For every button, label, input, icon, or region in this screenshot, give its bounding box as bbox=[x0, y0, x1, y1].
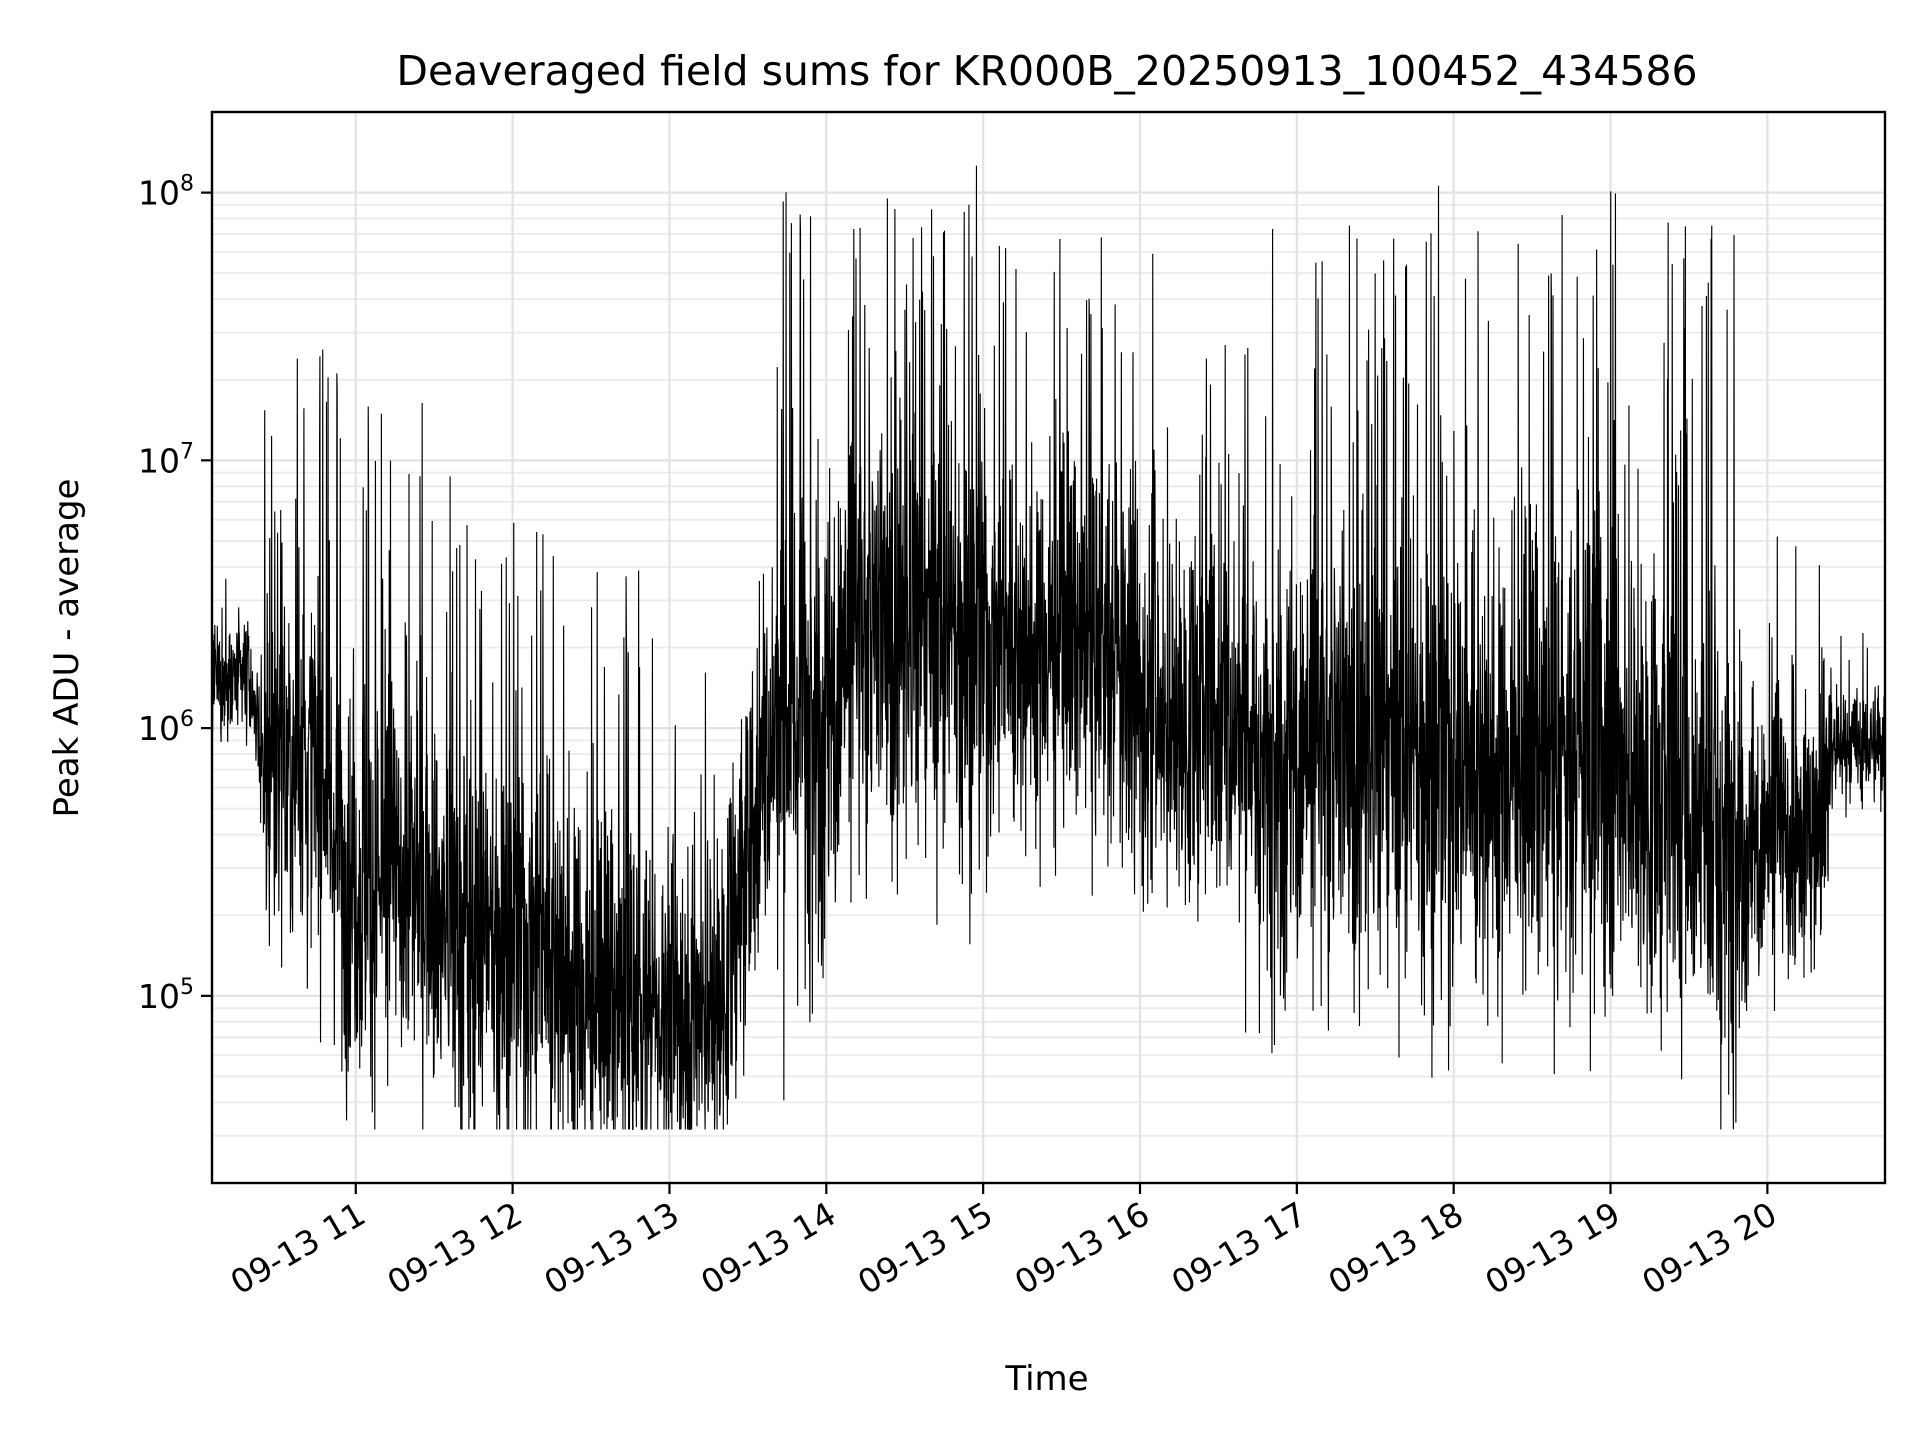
y-axis: 105 106 107 108 bbox=[138, 172, 212, 1016]
y-tick-label: 107 bbox=[138, 439, 194, 480]
x-tick-label: 09-13 20 bbox=[1635, 1194, 1783, 1302]
x-tick-label: 09-13 16 bbox=[1008, 1194, 1156, 1302]
x-tick-label: 09-13 12 bbox=[381, 1194, 529, 1302]
x-tick-label: 09-13 17 bbox=[1165, 1194, 1313, 1302]
y-axis-label: Peak ADU - average bbox=[47, 479, 87, 818]
x-tick-label: 09-13 18 bbox=[1322, 1194, 1470, 1302]
x-axis-label: Time bbox=[1004, 1359, 1088, 1399]
x-axis: 09-13 11 09-13 12 09-13 13 09-13 14 09-13 15… bbox=[224, 1183, 1783, 1302]
x-tick-label: 09-13 15 bbox=[851, 1194, 999, 1302]
x-tick-label: 09-13 19 bbox=[1479, 1194, 1627, 1302]
chart-title: Deaveraged field sums for KR000B_2025091… bbox=[396, 47, 1697, 95]
series-line-0 bbox=[211, 165, 1886, 1131]
y-tick-label: 108 bbox=[138, 172, 194, 213]
x-tick-label: 09-13 14 bbox=[694, 1194, 842, 1302]
x-tick-label: 09-13 11 bbox=[224, 1194, 372, 1302]
plot-frame bbox=[210, 110, 1887, 1185]
y-tick-label: 105 bbox=[138, 975, 194, 1016]
x-tick-label: 09-13 13 bbox=[537, 1194, 685, 1302]
series-layer bbox=[211, 165, 1886, 1131]
y-tick-label: 106 bbox=[138, 707, 194, 748]
